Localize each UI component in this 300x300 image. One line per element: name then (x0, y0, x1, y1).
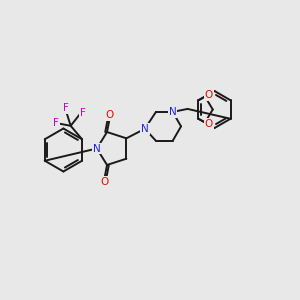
Text: O: O (205, 118, 213, 128)
Text: F: F (53, 118, 59, 128)
Text: O: O (105, 110, 113, 120)
Text: N: N (141, 124, 149, 134)
Text: N: N (169, 107, 176, 117)
Text: F: F (80, 108, 86, 118)
Text: O: O (205, 91, 213, 100)
Text: F: F (63, 103, 69, 113)
Text: O: O (100, 177, 109, 187)
Text: N: N (93, 143, 101, 154)
